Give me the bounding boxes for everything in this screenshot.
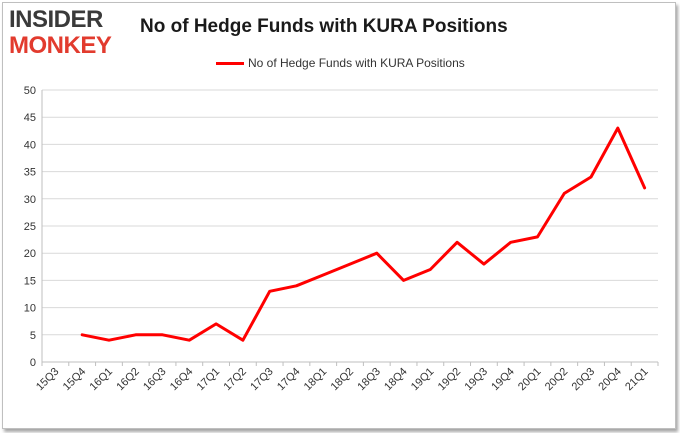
legend-label: No of Hedge Funds with KURA Positions: [248, 56, 465, 70]
x-tick-label: 20Q3: [570, 366, 598, 394]
x-tick-label: 19Q3: [463, 366, 491, 394]
data-point: [80, 333, 84, 336]
y-tick-label: 10: [24, 303, 36, 315]
data-point: [241, 339, 245, 342]
data-point: [134, 333, 137, 336]
data-point: [616, 126, 620, 130]
x-tick-label: 18Q1: [302, 366, 330, 394]
x-tick-label: 19Q2: [436, 366, 464, 394]
logo-line-1: INSIDER: [9, 6, 103, 33]
x-tick-label: 17Q2: [221, 366, 249, 394]
x-tick-label: 17Q3: [248, 366, 276, 394]
x-tick-label: 15Q4: [61, 366, 89, 394]
data-point: [348, 262, 352, 266]
data-point: [295, 284, 298, 288]
x-tick-label: 19Q1: [409, 366, 437, 394]
data-point: [589, 175, 593, 179]
y-tick-label: 25: [24, 221, 36, 233]
data-point: [161, 333, 164, 336]
data-point: [268, 290, 271, 293]
data-point: [563, 192, 566, 195]
data-point: [482, 262, 486, 266]
data-point: [643, 186, 646, 190]
y-tick-label: 15: [24, 275, 36, 287]
data-point: [107, 339, 111, 342]
data-point: [509, 241, 512, 244]
y-tick-label: 0: [30, 357, 36, 369]
y-tick-label: 40: [24, 139, 36, 151]
x-tick-label: 18Q3: [355, 366, 383, 394]
data-point: [322, 273, 325, 277]
x-tick-label: 20Q2: [543, 366, 571, 394]
chart-frame: [2, 2, 676, 429]
y-tick-label: 50: [24, 85, 36, 97]
chart-legend: No of Hedge Funds with KURA Positions: [216, 56, 465, 70]
data-point: [188, 339, 191, 342]
x-tick-label: 18Q4: [382, 366, 410, 394]
x-tick-label: 16Q3: [141, 366, 169, 394]
x-tick-label: 16Q2: [114, 366, 142, 394]
legend-swatch: [216, 61, 244, 65]
x-tick-label: 20Q1: [516, 366, 544, 394]
x-tick-label: 21Q1: [623, 366, 651, 394]
x-tick-label: 16Q4: [168, 366, 196, 394]
x-tick-label: 20Q4: [596, 366, 624, 394]
x-tick-label: 17Q4: [275, 366, 303, 394]
y-tick-label: 5: [30, 330, 36, 342]
logo-line-2: MONKEY: [9, 32, 112, 59]
data-point: [429, 268, 432, 271]
chart-title: No of Hedge Funds with KURA Positions: [140, 16, 508, 37]
x-tick-label: 16Q1: [88, 366, 116, 394]
y-tick-label: 30: [24, 194, 36, 206]
x-tick-label: 17Q1: [195, 366, 223, 394]
y-tick-label: 20: [24, 248, 36, 260]
data-point: [536, 235, 539, 239]
insider-monkey-logo: INSIDER MONKEY: [9, 8, 127, 58]
x-tick-label: 18Q2: [329, 366, 357, 394]
data-point: [455, 241, 459, 244]
y-tick-label: 45: [24, 112, 36, 124]
data-point: [402, 279, 405, 282]
series-line-0: [80, 126, 647, 342]
data-point: [375, 252, 378, 255]
x-tick-label: 19Q4: [489, 366, 517, 394]
data-point: [214, 322, 218, 326]
x-tick-label: 15Q3: [34, 366, 62, 394]
y-tick-label: 35: [24, 167, 36, 179]
